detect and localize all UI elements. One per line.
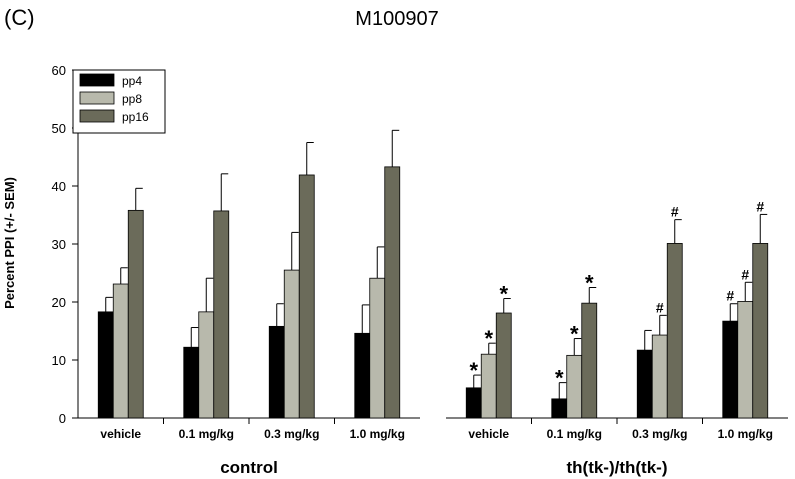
x-tick-label: 0.3 mg/kg: [632, 427, 687, 441]
bar-pp16: [581, 302, 598, 419]
bar-pp8: [566, 354, 583, 419]
bar-pp4: [268, 325, 285, 419]
group-label: th(tk-)/th(tk-): [566, 458, 667, 477]
x-tick-label: 1.0 mg/kg: [718, 427, 773, 441]
y-tick-label: 50: [52, 121, 66, 136]
significance-marker: #: [656, 299, 664, 315]
x-tick-label: vehicle: [468, 427, 509, 441]
significance-marker: #: [726, 288, 734, 304]
significance-marker: *: [555, 366, 564, 391]
significance-marker: *: [585, 271, 594, 296]
bars: ******#####: [97, 129, 769, 419]
significance-marker: #: [756, 198, 764, 214]
significance-marker: *: [499, 282, 508, 307]
legend: pp4 pp8 pp16: [72, 69, 166, 134]
panel-label: (C): [4, 5, 35, 30]
significance-marker: *: [484, 326, 493, 351]
y-tick-label: 0: [59, 411, 66, 426]
bar-pp8: [737, 301, 754, 419]
significance-marker: #: [741, 266, 749, 282]
x-tick-label: 0.1 mg/kg: [179, 427, 234, 441]
bar-pp8: [480, 353, 497, 419]
legend-label-pp16: pp16: [122, 110, 149, 124]
bar-pp4: [183, 346, 200, 419]
chart-title: M100907: [355, 8, 438, 30]
bar-pp8: [651, 334, 668, 419]
group-label: control: [220, 458, 278, 477]
bar-pp4: [354, 332, 371, 419]
y-axis-label: Percent PPI (+/- SEM): [2, 177, 17, 309]
significance-marker: *: [469, 358, 478, 383]
bar-pp16: [127, 209, 144, 419]
bar-pp8: [369, 277, 386, 419]
bar-pp8: [283, 269, 300, 419]
legend-swatch-pp16: [79, 109, 115, 123]
x-tick-label: 1.0 mg/kg: [350, 427, 405, 441]
bar-pp16: [495, 312, 512, 419]
category-labels: vehicle 0.1 mg/kg 0.3 mg/kg 1.0 mg/kg contro…: [100, 427, 773, 477]
bar-pp16: [752, 243, 769, 419]
legend-label-pp8: pp8: [122, 92, 142, 106]
y-tick-label: 20: [52, 295, 66, 310]
x-tick-label: vehicle: [100, 427, 141, 441]
y-tick-label: 30: [52, 237, 66, 252]
bar-pp4: [465, 387, 482, 419]
bar-pp16: [213, 210, 230, 419]
x-tick-label: 0.1 mg/kg: [547, 427, 602, 441]
bar-pp4: [97, 311, 114, 419]
x-tick-label: 0.3 mg/kg: [264, 427, 319, 441]
bar-pp4: [636, 349, 653, 419]
legend-swatch-pp8: [79, 91, 115, 105]
bar-pp16: [298, 174, 315, 419]
bar-pp16: [666, 243, 683, 419]
y-tick-label: 40: [52, 179, 66, 194]
significance-marker: *: [570, 322, 579, 347]
legend-label-pp4: pp4: [122, 74, 142, 88]
bar-pp4: [722, 320, 739, 419]
bar-pp16: [384, 166, 401, 419]
bar-pp8: [112, 283, 129, 419]
legend-swatch-pp4: [79, 73, 115, 87]
y-tick-label: 60: [52, 63, 66, 78]
significance-marker: #: [671, 204, 679, 220]
bar-pp8: [198, 311, 215, 419]
bar-pp4: [551, 398, 568, 419]
y-tick-label: 10: [52, 353, 66, 368]
